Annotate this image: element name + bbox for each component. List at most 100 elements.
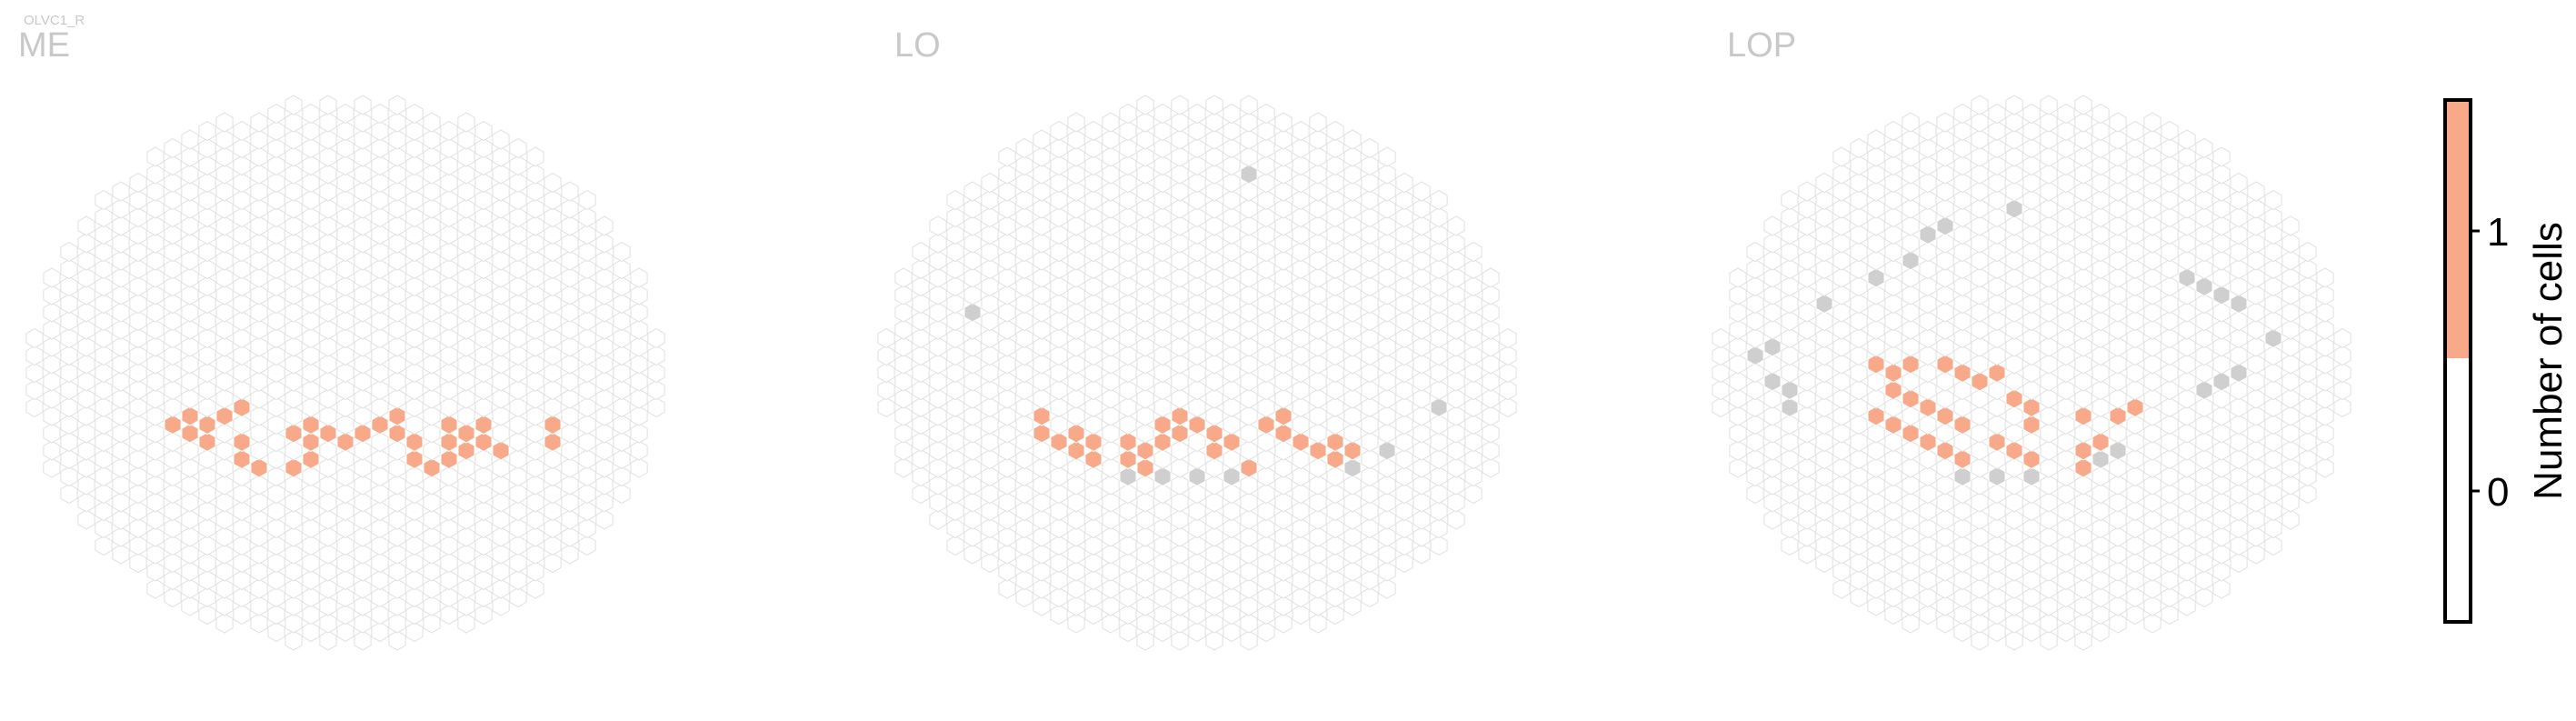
hex-cell-empty [1919, 500, 1937, 522]
hex-cell-empty [457, 302, 475, 323]
hex-cell-empty [1936, 302, 1954, 323]
hex-cell-empty [267, 345, 285, 366]
hex-cell-empty [285, 198, 303, 219]
hex-cell-empty [2212, 526, 2231, 547]
hex-cell-empty [112, 233, 130, 254]
hex-cell-empty [1240, 423, 1258, 444]
hex-cell-empty [336, 206, 354, 228]
hex-cell-empty [250, 164, 268, 185]
hex-cell-empty [647, 379, 665, 401]
hex-cell-empty [129, 258, 147, 280]
hex-cell-empty [250, 181, 268, 202]
hex-cell-empty [2212, 423, 2231, 444]
hex-cell-count-1 [1119, 431, 1137, 453]
hex-cell-empty [1033, 302, 1051, 323]
hex-cell-empty [1223, 552, 1241, 574]
hex-cell-empty [319, 544, 337, 565]
hex-cell-empty [1292, 535, 1310, 556]
hex-cell-empty [336, 466, 354, 487]
hex-cell-empty [1884, 448, 1902, 470]
hex-cell-empty [1326, 275, 1344, 297]
hex-cell-empty [2161, 500, 2179, 522]
hex-cell-empty [1119, 172, 1137, 194]
hex-cell-count-1 [1067, 423, 1085, 444]
hex-cell-empty [1746, 379, 1764, 401]
hex-cell-empty [1361, 155, 1379, 176]
hex-cell-empty [544, 275, 562, 297]
hex-cell-empty [2092, 258, 2110, 280]
hex-cell-empty [1153, 483, 1172, 505]
hex-cell-empty [998, 544, 1016, 565]
hex-cell-empty [1136, 233, 1154, 254]
hex-cell-empty [129, 448, 147, 470]
hex-cell-empty [2264, 293, 2282, 315]
hex-cell-count-1 [474, 414, 493, 436]
hex-cell-empty [2161, 552, 2179, 574]
hex-cell-empty [1953, 172, 1972, 194]
hex-cell-empty [388, 492, 406, 513]
hex-cell-empty [2212, 544, 2231, 565]
hex-cell-empty [981, 258, 999, 280]
hex-cell-empty [1798, 509, 1816, 530]
hex-cell-empty [1884, 155, 1902, 176]
hex-cell-empty [405, 586, 424, 608]
hex-cell-empty [1395, 189, 1413, 211]
hex-cell-empty [1378, 561, 1396, 582]
hex-cell-empty [1033, 561, 1051, 582]
hex-cell-empty [1171, 250, 1189, 271]
hex-cell-empty [1361, 206, 1379, 228]
hex-cell-empty [1274, 146, 1293, 167]
hex-cell-empty [1712, 327, 1730, 349]
hex-cell-empty [2005, 285, 2023, 305]
hex-cell-empty [1309, 215, 1327, 236]
hex-cell-empty [1712, 396, 1730, 418]
hex-cell-empty [319, 354, 337, 375]
hex-cell-empty [164, 431, 182, 453]
hex-cell-empty [474, 345, 493, 366]
hex-cell-empty [2040, 181, 2058, 202]
hex-cell-empty [2022, 586, 2041, 608]
hex-cell-empty [1326, 500, 1344, 522]
hex-cell-empty [1136, 215, 1154, 236]
hex-cell-empty [405, 500, 424, 522]
hex-cell-empty [2161, 172, 2179, 194]
hex-cell-empty [998, 285, 1016, 305]
hex-cell-empty [998, 267, 1016, 288]
hex-cell-empty [998, 233, 1016, 254]
hex-cell-empty [1447, 423, 1465, 444]
hex-cell-empty [146, 233, 165, 254]
hex-cell-empty [2247, 354, 2265, 375]
hex-cell-empty [215, 354, 234, 375]
hex-cell-empty [1188, 379, 1206, 401]
hex-cell-empty [630, 406, 648, 426]
hex-cell-empty [405, 120, 424, 142]
hex-cell-empty [2143, 578, 2162, 599]
hex-cell-empty [630, 423, 648, 444]
hex-cell-empty [1084, 552, 1103, 574]
hex-cell-empty [1953, 604, 1972, 626]
hex-cell-empty [2109, 215, 2127, 236]
hex-cell-empty [95, 189, 113, 211]
hex-cell-empty [302, 535, 320, 556]
hex-cell-empty [2057, 155, 2075, 176]
hex-cell-empty [474, 224, 493, 245]
hex-cell-empty [371, 569, 389, 591]
hex-cell-empty [2161, 362, 2179, 384]
hex-cell-empty [285, 285, 303, 305]
hex-cell-empty [1136, 475, 1154, 496]
hex-cell-empty [457, 613, 475, 634]
hex-cell-empty [1395, 327, 1413, 349]
hex-cell-empty [1343, 406, 1362, 426]
hex-cell-empty [77, 302, 95, 323]
hex-cell-empty [647, 327, 665, 349]
hex-cell-empty [181, 596, 199, 616]
hex-cell-count-1 [302, 448, 320, 470]
hex-cell-empty [1240, 596, 1258, 616]
hex-cell-empty [371, 535, 389, 556]
hex-cell-empty [1257, 448, 1275, 470]
hex-cell-empty [1188, 396, 1206, 418]
hex-cell-empty [354, 457, 372, 478]
hex-cell-empty [215, 129, 234, 150]
hex-cell-empty [1084, 535, 1103, 556]
hex-cell-empty [1292, 275, 1310, 297]
